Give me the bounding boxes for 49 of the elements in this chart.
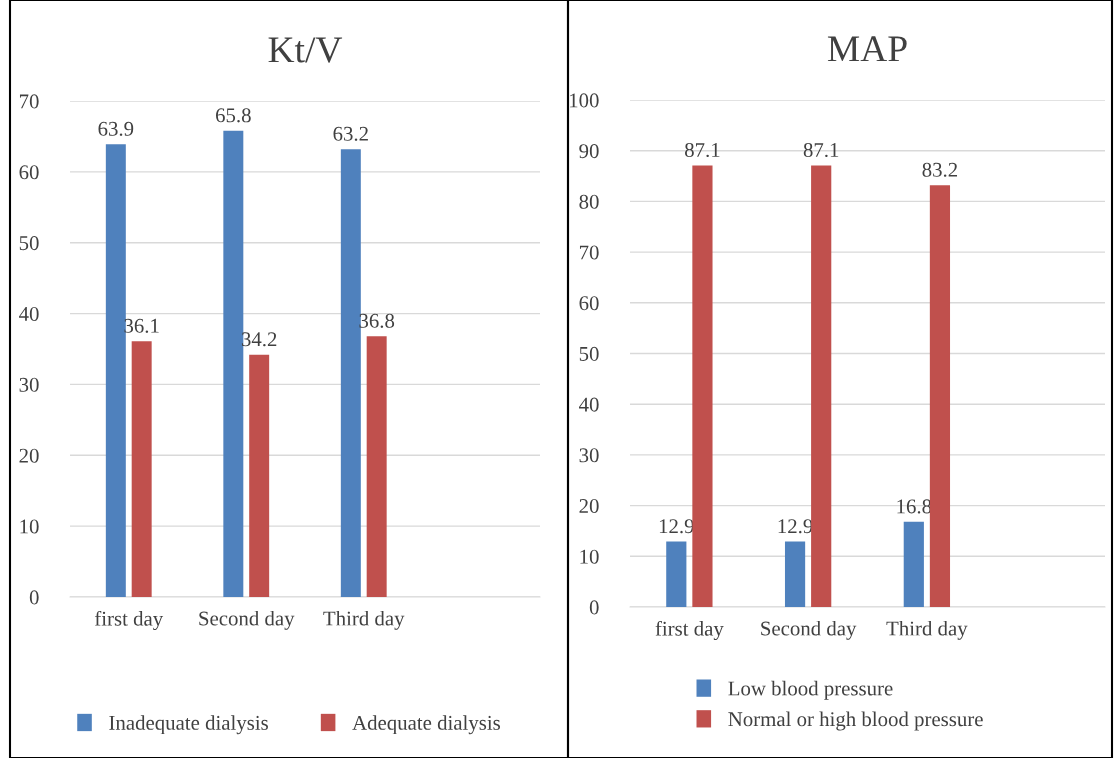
y-tick-label: 50	[579, 346, 599, 361]
y-tick-label: 0	[29, 590, 39, 605]
data-label: 87.1	[685, 142, 720, 158]
y-tick-label: 20	[579, 498, 599, 514]
bar	[929, 185, 951, 607]
y-tick-label: 100	[570, 93, 599, 108]
data-label: 63.2	[333, 126, 368, 141]
y-tick-label: 30	[19, 377, 39, 392]
bar	[223, 130, 244, 597]
y-tick-label: 30	[579, 448, 599, 463]
x-tick-label: first day	[655, 620, 724, 641]
x-tick-label: first day	[94, 610, 164, 631]
legend-label: Adequate dialysis	[352, 715, 501, 735]
y-tick-label: 60	[19, 165, 39, 180]
chart-title: Kt/V	[268, 37, 343, 63]
data-label: 83.2	[922, 162, 958, 177]
bar	[131, 341, 152, 597]
y-tick-label: 90	[579, 144, 599, 159]
legend-label: Low blood pressure	[728, 680, 893, 700]
x-tick-label: Third day	[323, 610, 405, 630]
bar	[366, 336, 387, 597]
y-tick-label: 20	[19, 448, 39, 463]
legend-label: Inadequate dialysis	[109, 715, 268, 735]
bar	[249, 354, 270, 597]
bar	[784, 541, 806, 607]
x-tick-label: Second day	[199, 610, 295, 630]
y-tick-label: 50	[19, 236, 39, 251]
bar	[811, 165, 832, 607]
y-tick-label: 0	[589, 600, 599, 615]
y-tick-label: 80	[579, 194, 599, 209]
y-tick-label: 70	[579, 245, 599, 260]
y-tick-label: 70	[19, 94, 39, 109]
y-tick-label: 10	[20, 519, 39, 534]
bar	[666, 541, 687, 607]
y-tick-label: 60	[579, 296, 599, 311]
x-tick-label: Third day	[886, 620, 968, 640]
legend-label: Normal or high blood pressure	[728, 711, 983, 731]
chart-title: MAP	[827, 36, 907, 62]
bar	[692, 165, 713, 607]
bar	[903, 521, 924, 607]
x-tick-label: Second day	[761, 620, 857, 640]
data-label: 65.8	[215, 108, 251, 123]
y-tick-label: 40	[579, 397, 599, 412]
y-tick-label: 40	[19, 306, 39, 321]
data-label: 87.1	[803, 142, 839, 158]
data-label: 63.9	[98, 121, 134, 136]
y-tick-label: 10	[580, 549, 599, 564]
bar	[340, 149, 361, 597]
bar	[105, 144, 126, 597]
